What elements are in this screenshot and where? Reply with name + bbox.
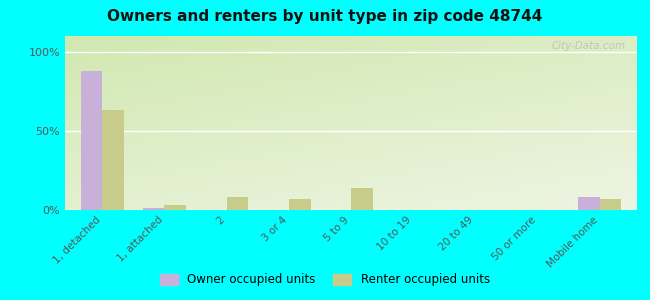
Bar — [578, 197, 600, 210]
Bar — [102, 110, 124, 210]
Bar — [81, 71, 102, 210]
Text: City-Data.com: City-Data.com — [551, 41, 625, 51]
Bar — [600, 199, 621, 210]
Text: Owners and renters by unit type in zip code 48744: Owners and renters by unit type in zip c… — [107, 9, 543, 24]
Bar — [351, 188, 372, 210]
Bar — [143, 208, 164, 210]
Bar — [289, 199, 311, 210]
Bar — [164, 205, 187, 210]
Legend: Owner occupied units, Renter occupied units: Owner occupied units, Renter occupied un… — [155, 269, 495, 291]
Bar — [227, 197, 248, 210]
